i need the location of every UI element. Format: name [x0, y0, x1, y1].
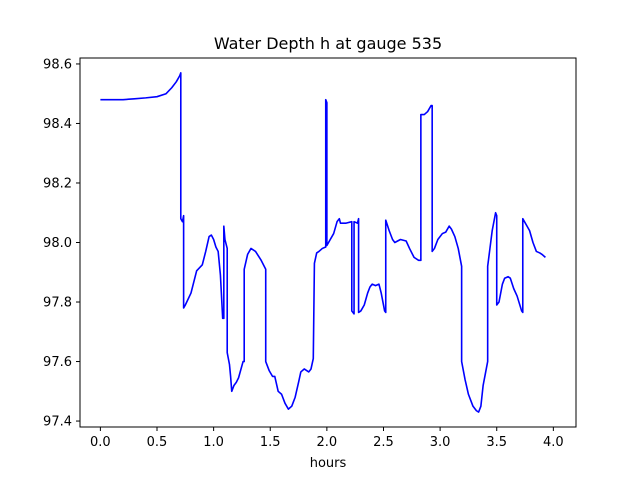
y-tick-label: 97.8	[43, 296, 72, 311]
y-tick-label: 97.4	[43, 415, 72, 430]
chart-title: Water Depth h at gauge 535	[214, 34, 442, 53]
y-axis: 97.4 97.6 97.8 98.0 98.2 98.4 98.6	[43, 57, 80, 430]
x-tick-label: 4.0	[543, 435, 564, 450]
x-tick-label: 0.5	[147, 435, 168, 450]
y-tick-label: 98.4	[43, 117, 72, 132]
y-tick-label: 98.2	[43, 176, 72, 191]
x-tick-label: 1.0	[203, 435, 224, 450]
x-tick-label: 0.0	[90, 435, 111, 450]
y-tick-label: 98.0	[43, 236, 72, 251]
x-tick-label: 3.5	[486, 435, 507, 450]
x-tick-label: 2.0	[317, 435, 338, 450]
y-tick-label: 97.6	[43, 355, 72, 370]
x-axis-label: hours	[310, 456, 347, 471]
y-tick-label: 98.6	[43, 57, 72, 72]
x-tick-label: 1.5	[260, 435, 281, 450]
x-axis: 0.0 0.5 1.0 1.5 2.0 2.5 3.0 3.5 4.0	[90, 427, 564, 450]
x-tick-label: 2.5	[373, 435, 394, 450]
series-line-water-depth	[100, 72, 546, 413]
x-tick-label: 3.0	[430, 435, 451, 450]
